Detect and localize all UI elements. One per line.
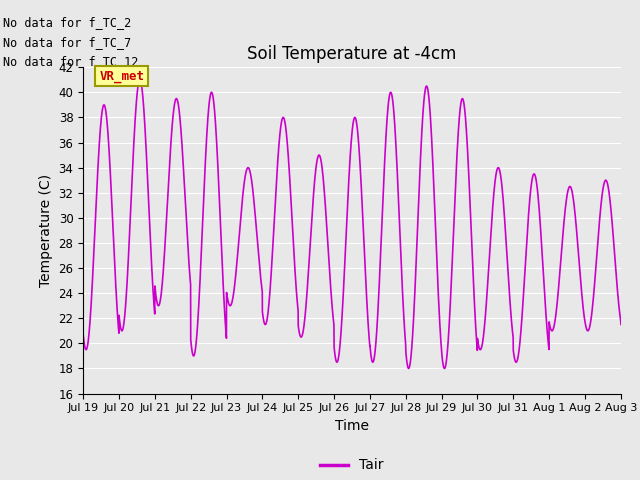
Legend: Tair: Tair xyxy=(315,453,389,478)
Text: No data for f_TC_12: No data for f_TC_12 xyxy=(3,55,139,68)
Text: No data for f_TC_2: No data for f_TC_2 xyxy=(3,16,131,29)
Title: Soil Temperature at -4cm: Soil Temperature at -4cm xyxy=(247,45,457,63)
Text: No data for f_TC_7: No data for f_TC_7 xyxy=(3,36,131,48)
Y-axis label: Temperature (C): Temperature (C) xyxy=(39,174,53,287)
Text: VR_met: VR_met xyxy=(99,70,144,83)
X-axis label: Time: Time xyxy=(335,419,369,433)
